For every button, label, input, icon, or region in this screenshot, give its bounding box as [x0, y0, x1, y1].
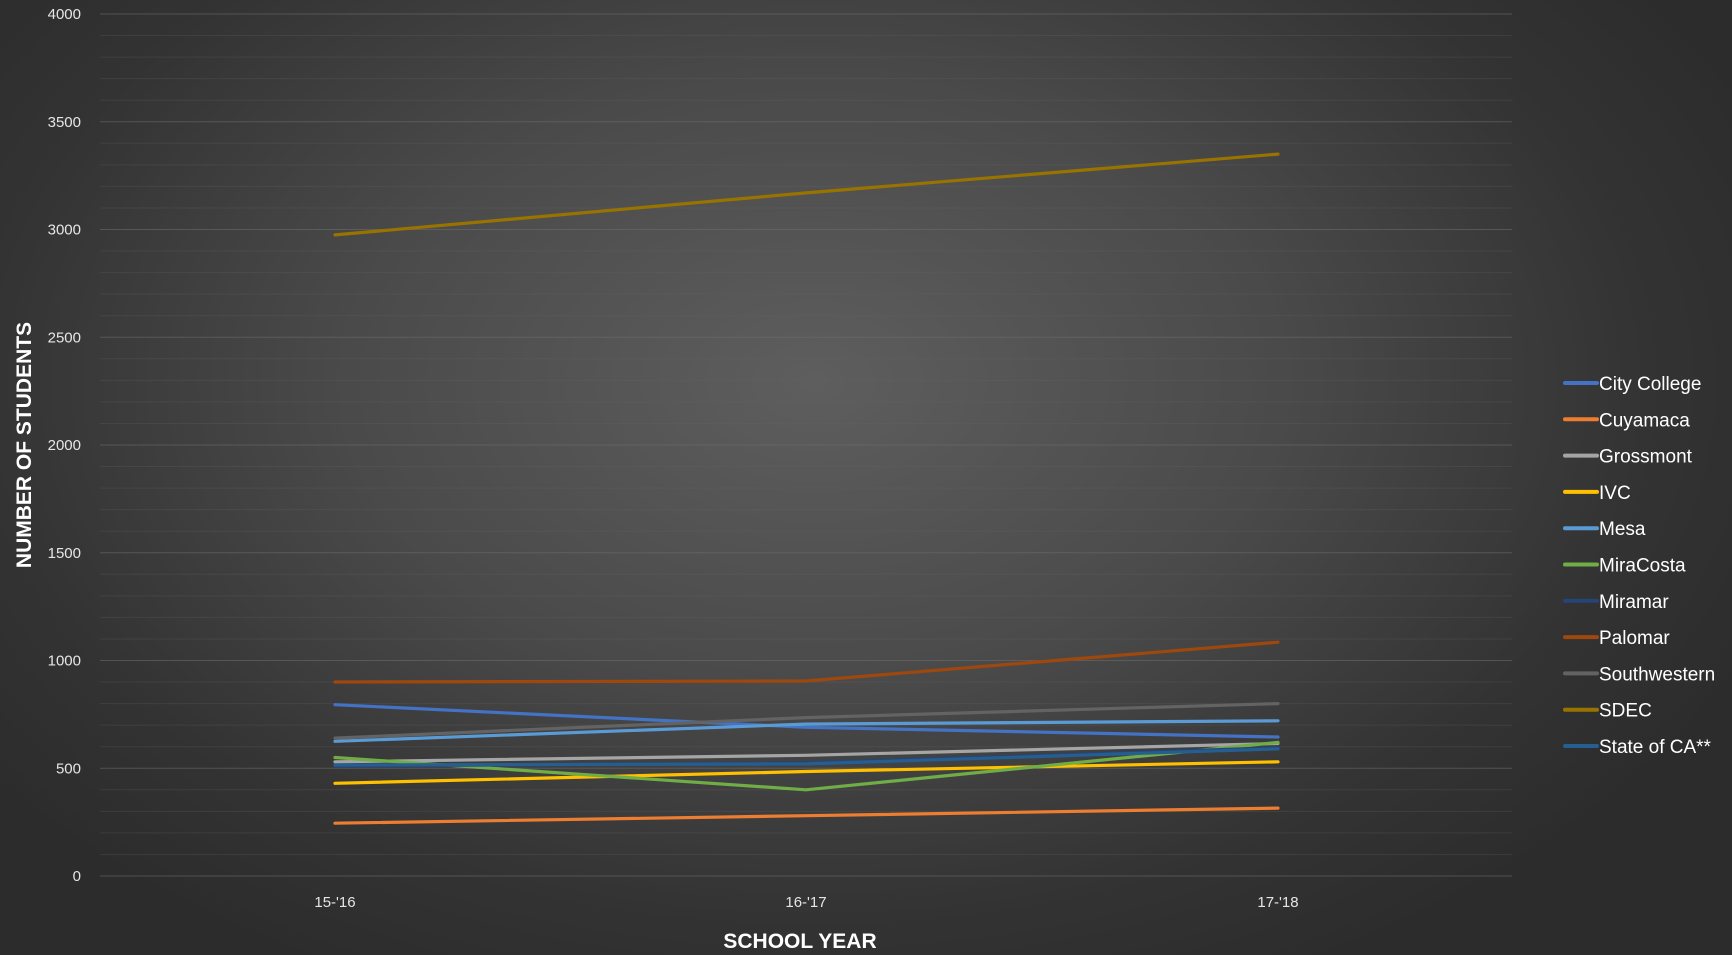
- series-lines: [333, 152, 1280, 825]
- legend-label: IVC: [1599, 483, 1631, 504]
- gridlines: [100, 13, 1512, 877]
- series-line-palomar: [333, 640, 1280, 684]
- x-tick-label: 16-'17: [785, 894, 826, 911]
- x-axis-ticks: 15-'16 16-'17 17-'18: [314, 894, 1298, 911]
- x-tick-label: 15-'16: [314, 894, 355, 911]
- y-tick-label: 3000: [48, 222, 81, 239]
- legend: City College Cuyamaca Grossmont IVC Mesa Mira…: [1563, 374, 1715, 758]
- legend-label: Cuyamaca: [1599, 410, 1690, 431]
- legend-label: City College: [1599, 374, 1701, 395]
- series-line-cuyamaca: [333, 806, 1280, 825]
- y-axis-title: NUMBER OF STUDENTS: [13, 322, 36, 568]
- y-tick-label: 2000: [48, 437, 81, 454]
- y-axis-ticks: 0 500 1000 1500 2000 2500 3000 3500 4000: [48, 6, 81, 885]
- y-tick-label: 500: [56, 760, 81, 777]
- x-tick-label: 17-'18: [1257, 894, 1298, 911]
- series-line-ivc: [333, 760, 1280, 785]
- legend-label: State of CA**: [1599, 737, 1712, 758]
- series-line-southwestern: [333, 701, 1280, 740]
- series-line-mesa: [333, 719, 1280, 743]
- y-tick-label: 1000: [48, 653, 81, 670]
- legend-label: Mesa: [1599, 519, 1646, 540]
- y-tick-label: 1500: [48, 545, 81, 562]
- y-tick-label: 0: [73, 868, 81, 885]
- series-line-city-college: [333, 703, 1280, 739]
- legend-label: SDEC: [1599, 701, 1652, 722]
- legend-label: Miramar: [1599, 592, 1669, 613]
- y-tick-label: 2500: [48, 329, 81, 346]
- legend-label: Southwestern: [1599, 664, 1715, 685]
- series-line-grossmont: [333, 741, 1280, 764]
- series-line-state-of-ca: [333, 747, 1280, 767]
- x-axis-title: SCHOOL YEAR: [723, 930, 876, 953]
- legend-label: Grossmont: [1599, 447, 1693, 468]
- legend-label: Palomar: [1599, 628, 1670, 649]
- y-tick-label: 4000: [48, 6, 81, 23]
- series-line-miracosta: [333, 740, 1280, 792]
- y-tick-label: 3500: [48, 114, 81, 131]
- legend-label: MiraCosta: [1599, 556, 1686, 577]
- series-line-sdec: [333, 152, 1280, 237]
